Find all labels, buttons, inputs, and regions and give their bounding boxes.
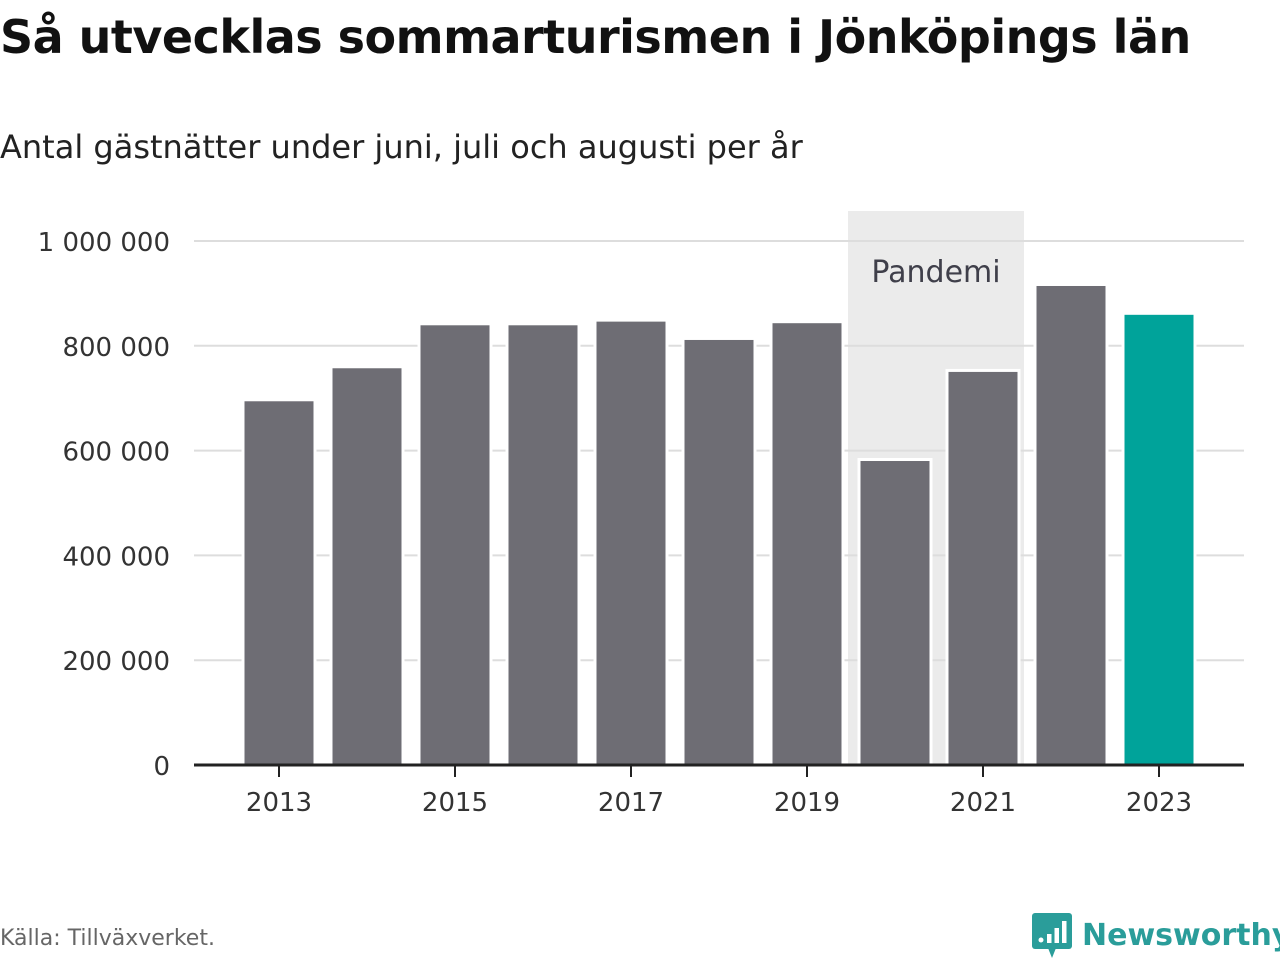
bar-2014 <box>329 365 405 767</box>
y-tick-label: 0 <box>153 752 170 782</box>
chart-subtitle: Antal gästnätter under juni, juli och au… <box>0 128 803 166</box>
bar-2016 <box>505 322 581 767</box>
x-tick-label: 2021 <box>950 788 1016 818</box>
newsworthy-logo-icon <box>1032 913 1072 958</box>
bar-2018 <box>681 336 757 767</box>
y-tick-label: 200 000 <box>62 647 170 677</box>
bar-2022 <box>1033 282 1109 767</box>
x-tick-label: 2017 <box>598 788 664 818</box>
x-tick-label: 2019 <box>774 788 840 818</box>
x-tick-label: 2023 <box>1126 788 1192 818</box>
source-note: Källa: Tillväxverket. <box>0 926 215 951</box>
bar-2013 <box>241 398 317 767</box>
bar-2019 <box>769 320 845 767</box>
y-tick-label: 1 000 000 <box>38 228 170 258</box>
bar-chart: Pandemi 0 200 000 400 000 600 000 800 000 1 00… <box>38 211 1244 818</box>
x-tick-label: 2015 <box>422 788 488 818</box>
x-tick-label: 2013 <box>246 788 312 818</box>
bar-2021 <box>945 368 1021 767</box>
brand-name: Newsworthy <box>1082 917 1280 953</box>
chart-title: Så utvecklas sommarturismen i Jönköpings… <box>0 10 1191 64</box>
y-tick-label: 400 000 <box>62 542 170 572</box>
y-tick-label: 600 000 <box>62 438 170 468</box>
bar-2015 <box>417 322 493 767</box>
brand: Newsworthy <box>1032 910 1280 960</box>
bar-2017 <box>593 318 669 767</box>
pandemic-label: Pandemi <box>871 255 1000 290</box>
bar-2020 <box>857 458 933 767</box>
y-tick-label: 800 000 <box>62 333 170 363</box>
bar-2023 <box>1121 311 1197 767</box>
